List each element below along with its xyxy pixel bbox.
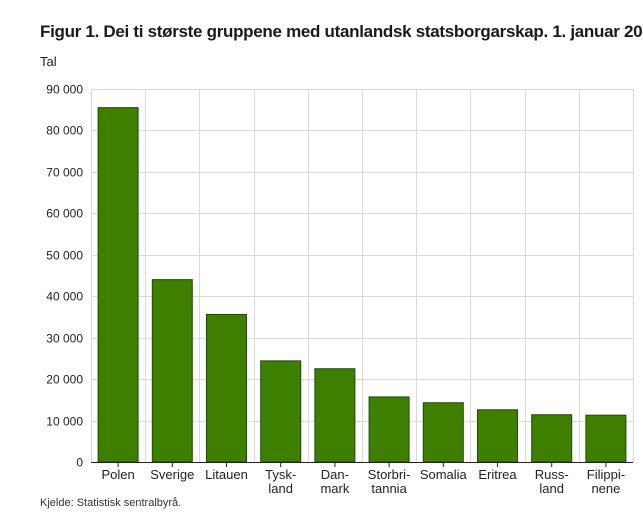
bar [314,368,356,463]
x-tick-label: Litauen [205,467,248,482]
bar [477,409,518,463]
y-tick-label: 90 000 [46,83,83,97]
x-tick-label: Storbri- [368,467,411,482]
y-tick-label: 80 000 [46,124,83,138]
y-axis-ticks: 0 10 000 20 000 30 000 40 000 50 000 60 000 70 … [46,83,83,470]
source-note: Kjelde: Statistisk sentralbyrå. [40,497,182,509]
bar [585,414,627,463]
bar [151,279,193,463]
y-tick-label: 30 000 [46,332,83,346]
y-tick-label: 20 000 [46,373,83,387]
y-tick-label: 50 000 [46,249,83,263]
bars [97,107,627,463]
x-axis-ticks: Polen Sverige Litauen Tysk-land Dan-mark Stor… [101,462,625,496]
x-tick-label: land [539,481,564,496]
y-tick-label: 40 000 [46,290,83,304]
y-axis-unit-label: Tal [40,54,57,69]
bar [260,360,302,463]
x-tick-label: Somalia [420,467,468,482]
y-tick-label: 60 000 [46,207,83,221]
bar [531,414,573,463]
x-tick-label: nene [591,481,620,496]
x-tick-label: Dan- [321,467,349,482]
bar [206,313,247,463]
y-tick-label: 10 000 [46,415,83,429]
x-tick-label: mark [320,481,349,496]
x-tick-label: Sverige [150,467,194,482]
y-tick-label: 70 000 [46,166,83,180]
x-tick-label: land [268,481,293,496]
x-tick-label: Filippi- [587,467,625,482]
chart-title: Figur 1. Dei ti største gruppene med uta… [40,22,643,41]
x-tick-label: Russ- [535,467,569,482]
x-tick-label: Tysk- [265,467,296,482]
x-tick-label: tannia [371,481,407,496]
gridlines [91,89,634,462]
bar [422,402,464,463]
bar [97,107,139,463]
bar [368,396,410,463]
x-tick-label: Polen [101,467,134,482]
x-tick-label: Eritrea [478,467,517,482]
y-tick-label: 0 [76,456,83,470]
